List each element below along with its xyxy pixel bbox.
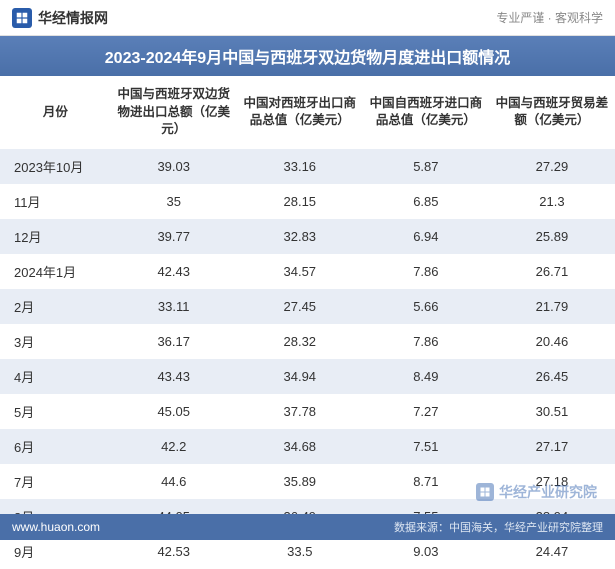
col-header-total: 中国与西班牙双边货物进出口总额（亿美元）: [111, 76, 237, 149]
table-cell: 21.79: [489, 289, 615, 324]
logo-area: 华经情报网: [12, 8, 108, 28]
table-cell: 7.51: [363, 429, 489, 464]
table-cell: 7.27: [363, 394, 489, 429]
table-cell: 30.51: [489, 394, 615, 429]
table-cell: 39.77: [111, 219, 237, 254]
footer-source: 数据来源：中国海关，华经产业研究院整理: [394, 519, 603, 535]
table-row: 2023年10月39.0333.165.8727.29: [0, 149, 615, 184]
table-cell: 2月: [0, 289, 111, 324]
table-cell: 37.78: [237, 394, 363, 429]
footer-site: www.huaon.com: [12, 520, 100, 534]
table-cell: 6月: [0, 429, 111, 464]
table-body: 2023年10月39.0333.165.8727.2911月3528.156.8…: [0, 149, 615, 569]
table-cell: 25.89: [489, 219, 615, 254]
table-cell: 2024年1月: [0, 254, 111, 289]
table-cell: 8.71: [363, 464, 489, 499]
table-row: 2月33.1127.455.6621.79: [0, 289, 615, 324]
table-cell: 11月: [0, 184, 111, 219]
table-cell: 35.89: [237, 464, 363, 499]
table-cell: 42.43: [111, 254, 237, 289]
table-row: 7月44.635.898.7127.18: [0, 464, 615, 499]
table-header-row: 月份 中国与西班牙双边货物进出口总额（亿美元） 中国对西班牙出口商品总值（亿美元…: [0, 76, 615, 149]
table-cell: 3月: [0, 324, 111, 359]
table-cell: 28.15: [237, 184, 363, 219]
table-container: 月份 中国与西班牙双边货物进出口总额（亿美元） 中国对西班牙出口商品总值（亿美元…: [0, 76, 615, 569]
table-cell: 5.66: [363, 289, 489, 324]
col-header-balance: 中国与西班牙贸易差额（亿美元）: [489, 76, 615, 149]
table-cell: 5月: [0, 394, 111, 429]
table-row: 6月42.234.687.5127.17: [0, 429, 615, 464]
table-cell: 5.87: [363, 149, 489, 184]
table-cell: 39.03: [111, 149, 237, 184]
table-cell: 27.45: [237, 289, 363, 324]
table-cell: 42.2: [111, 429, 237, 464]
table-cell: 43.43: [111, 359, 237, 394]
table-cell: 4月: [0, 359, 111, 394]
table-cell: 27.29: [489, 149, 615, 184]
table-cell: 33.16: [237, 149, 363, 184]
table-cell: 26.71: [489, 254, 615, 289]
table-row: 2024年1月42.4334.577.8626.71: [0, 254, 615, 289]
table-cell: 20.46: [489, 324, 615, 359]
table-cell: 34.57: [237, 254, 363, 289]
col-header-month: 月份: [0, 76, 111, 149]
table-row: 11月3528.156.8521.3: [0, 184, 615, 219]
table-cell: 32.83: [237, 219, 363, 254]
table-row: 3月36.1728.327.8620.46: [0, 324, 615, 359]
table-row: 4月43.4334.948.4926.45: [0, 359, 615, 394]
table-cell: 27.17: [489, 429, 615, 464]
header-bar: 华经情报网 专业严谨 · 客观科学: [0, 0, 615, 36]
table-row: 12月39.7732.836.9425.89: [0, 219, 615, 254]
title-bar: 2023-2024年9月中国与西班牙双边货物月度进出口额情况: [0, 36, 615, 76]
logo-icon: [12, 8, 32, 28]
header-slogan: 专业严谨 · 客观科学: [496, 9, 603, 26]
table-cell: 6.94: [363, 219, 489, 254]
col-header-export: 中国对西班牙出口商品总值（亿美元）: [237, 76, 363, 149]
table-cell: 44.6: [111, 464, 237, 499]
col-header-import: 中国自西班牙进口商品总值（亿美元）: [363, 76, 489, 149]
table-cell: 7月: [0, 464, 111, 499]
footer-bar: www.huaon.com 数据来源：中国海关，华经产业研究院整理: [0, 514, 615, 540]
table-cell: 27.18: [489, 464, 615, 499]
table-cell: 12月: [0, 219, 111, 254]
table-cell: 34.68: [237, 429, 363, 464]
table-row: 5月45.0537.787.2730.51: [0, 394, 615, 429]
table-cell: 26.45: [489, 359, 615, 394]
table-cell: 36.17: [111, 324, 237, 359]
table-cell: 34.94: [237, 359, 363, 394]
table-cell: 21.3: [489, 184, 615, 219]
table-cell: 7.86: [363, 324, 489, 359]
page-title: 2023-2024年9月中国与西班牙双边货物月度进出口额情况: [105, 44, 510, 68]
table-cell: 45.05: [111, 394, 237, 429]
table-cell: 33.11: [111, 289, 237, 324]
table-cell: 35: [111, 184, 237, 219]
table-cell: 28.32: [237, 324, 363, 359]
data-table: 月份 中国与西班牙双边货物进出口总额（亿美元） 中国对西班牙出口商品总值（亿美元…: [0, 76, 615, 569]
table-cell: 6.85: [363, 184, 489, 219]
table-cell: 8.49: [363, 359, 489, 394]
table-cell: 7.86: [363, 254, 489, 289]
table-cell: 2023年10月: [0, 149, 111, 184]
logo-text: 华经情报网: [38, 8, 108, 28]
